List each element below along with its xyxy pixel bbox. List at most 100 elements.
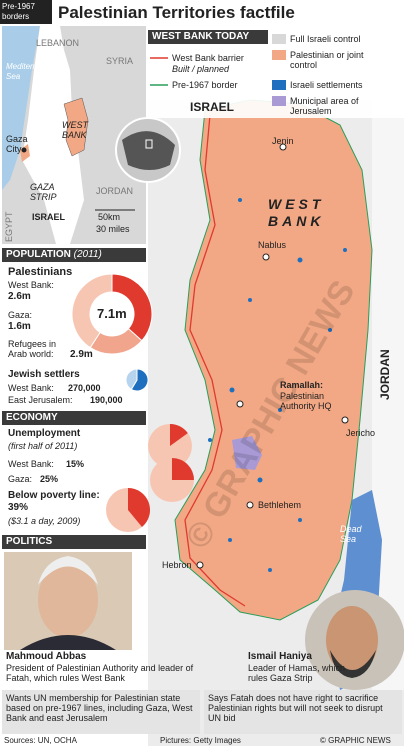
title: Palestinian Territories factfile [58, 3, 295, 22]
note: ($3.1 a day, 2009) [8, 516, 81, 526]
city-dot [21, 147, 27, 153]
hair [38, 556, 98, 585]
legend-title: West Bank Today [148, 30, 268, 44]
item-value: 25% [40, 474, 59, 484]
map-label: Hebron [162, 560, 192, 570]
item-value: 190,000 [90, 395, 123, 405]
map-label: Ramallah: [280, 380, 324, 390]
subheading: Palestinians [8, 266, 73, 278]
inset-label: WEST BANK [62, 120, 88, 140]
subheading: Unemployment [8, 428, 81, 439]
pie-segment [111, 273, 153, 342]
item-value: 2.9m [70, 349, 93, 360]
map-label: Jenin [272, 136, 294, 146]
map-label: JORDAN [378, 349, 392, 400]
pie-segment [125, 368, 138, 391]
subheading: Below poverty line: [8, 490, 100, 501]
item-value: 15% [66, 459, 85, 469]
inset-label: Mediterranean Sea [6, 62, 58, 81]
item-name: Gaza: [8, 474, 33, 484]
west-bank-area [175, 100, 372, 620]
sea [2, 26, 40, 190]
legend-item: Pre-1967 border [172, 80, 238, 90]
scale-label: 50km [98, 212, 121, 222]
item-name: West Bank: [8, 383, 54, 393]
inset-label: JORDAN [96, 186, 134, 196]
person-position: Wants UN membership for Palestinian stat… [6, 693, 193, 723]
legend-swatch [272, 96, 286, 106]
quote-box [2, 690, 200, 734]
legend-item: Full Israeli control [290, 34, 361, 44]
item-name: Refugees in Arab world: [8, 339, 57, 359]
heading-text: POPULATION [6, 249, 71, 260]
item-name: West Bank: [8, 280, 54, 290]
person-position: Says Fatah does not have right to sacrif… [208, 693, 383, 723]
beard [330, 650, 376, 678]
item-name: Gaza: [8, 310, 33, 320]
inset-label: ISRAEL [32, 212, 66, 222]
legend-swatch [272, 50, 286, 60]
scale-label: 30 miles [96, 224, 130, 234]
subheading: Jewish settlers [8, 369, 80, 380]
legend-item: Israeli settlements [290, 80, 363, 90]
inset-label: SYRIA [106, 56, 134, 66]
map-label: ISRAEL [190, 100, 235, 114]
face [326, 606, 378, 674]
item-name: West Bank: [8, 459, 54, 469]
legend-item: Palestinian or joint control [290, 50, 364, 70]
legend-item: Built / planned [172, 64, 230, 74]
inset-label: Gaza City [6, 134, 28, 154]
pie-segment [128, 488, 150, 527]
map-label: Jericho [346, 428, 376, 438]
pie-segment [172, 458, 194, 480]
header-tag: Pre-1967 borders [0, 0, 52, 24]
item-value: 39% [8, 502, 29, 513]
person-name: Ismail Haniya [248, 651, 312, 662]
pre-1967-border [174, 99, 373, 621]
legend-item: West Bank barrier [172, 53, 244, 63]
section-heading: POPULATION (2011) [2, 248, 146, 262]
legend-swatch [272, 34, 286, 44]
barrier [184, 114, 246, 607]
sources: Sources: UN, OCHA [4, 736, 77, 745]
pie-segment [170, 424, 188, 446]
legend-swatch [272, 80, 286, 90]
total-label: 7.1m [97, 306, 127, 321]
inset-label: EGYPT [4, 211, 14, 242]
heading-year: (2011) [73, 249, 102, 260]
note: (first half of 2011) [8, 441, 78, 451]
pie-segment [71, 273, 113, 349]
copyright: © GRAPHIC NEWS [320, 736, 391, 745]
inset-label: GAZA STRIP [30, 182, 57, 202]
quote-box [204, 690, 402, 734]
settlements [208, 198, 347, 572]
person-role: Leader of Hamas, which rules Gaza Strip [248, 663, 346, 683]
pictures: Pictures: Getty Images [160, 736, 241, 745]
map-label: Bethlehem [258, 500, 302, 510]
section-heading: POLITICS [2, 535, 146, 549]
person-role: President of Palestinian Authority and l… [6, 663, 194, 683]
israel-shape [22, 26, 84, 244]
map-label: Nablus [258, 240, 287, 250]
globe-focus [145, 139, 153, 149]
item-value: 2.6m [8, 291, 31, 302]
section-heading: ECONOMY [2, 411, 146, 425]
west-bank-shape [63, 97, 89, 157]
item-value: 270,000 [68, 383, 101, 393]
globe-land [122, 131, 175, 170]
jerusalem-area [232, 436, 262, 470]
map-label: Palestinian Authority HQ [280, 391, 332, 411]
suit [20, 635, 116, 650]
legend-item: Municipal area of Jerusalem [290, 96, 359, 116]
map-label: WEST BANK [268, 196, 325, 229]
face [38, 562, 98, 638]
map-label: Dead Sea [340, 524, 362, 544]
pie-segment [130, 368, 149, 392]
item-name: East Jerusalem: [8, 395, 73, 405]
person-name: Mahmoud Abbas [6, 651, 87, 662]
inset-label: LEBANON [36, 38, 80, 48]
city-markers [196, 143, 349, 569]
item-value: 1.6m [8, 321, 31, 332]
